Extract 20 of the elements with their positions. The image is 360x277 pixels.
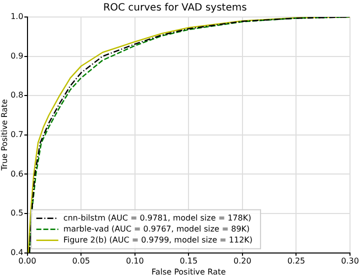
- legend-label: marble-vad (AUC = 0.9767, model size = 89K): [63, 224, 250, 234]
- x-tick-label: 0.00: [18, 256, 36, 266]
- y-tick-label: 0.5: [10, 208, 24, 218]
- y-tick-label: 0.7: [10, 130, 24, 139]
- x-tick-label: 0.20: [234, 256, 252, 266]
- x-axis-title: False Positive Rate: [151, 267, 226, 276]
- y-tick-label: 0.4: [10, 248, 24, 257]
- legend-label: Figure 2(b) (AUC = 0.9799, model size = 112K): [63, 235, 253, 244]
- x-tick-label: 0.25: [287, 256, 306, 266]
- y-tick-label: 0.9: [10, 51, 24, 60]
- y-tick-label: 1.0: [10, 12, 24, 22]
- x-tick-label: 0.10: [126, 256, 144, 266]
- legend-label: cnn-bilstm (AUC = 0.9781, model size = 178K): [63, 213, 252, 222]
- y-axis-title: True Positive Rate: [0, 99, 9, 172]
- y-tick-label: 0.8: [10, 90, 24, 100]
- y-tick-label: 0.6: [10, 169, 24, 178]
- x-tick-label: 0.15: [180, 256, 198, 266]
- chart-title: ROC curves for VAD systems: [103, 2, 247, 14]
- x-tick-label: 0.30: [341, 256, 359, 266]
- x-tick-label: 0.05: [72, 256, 90, 266]
